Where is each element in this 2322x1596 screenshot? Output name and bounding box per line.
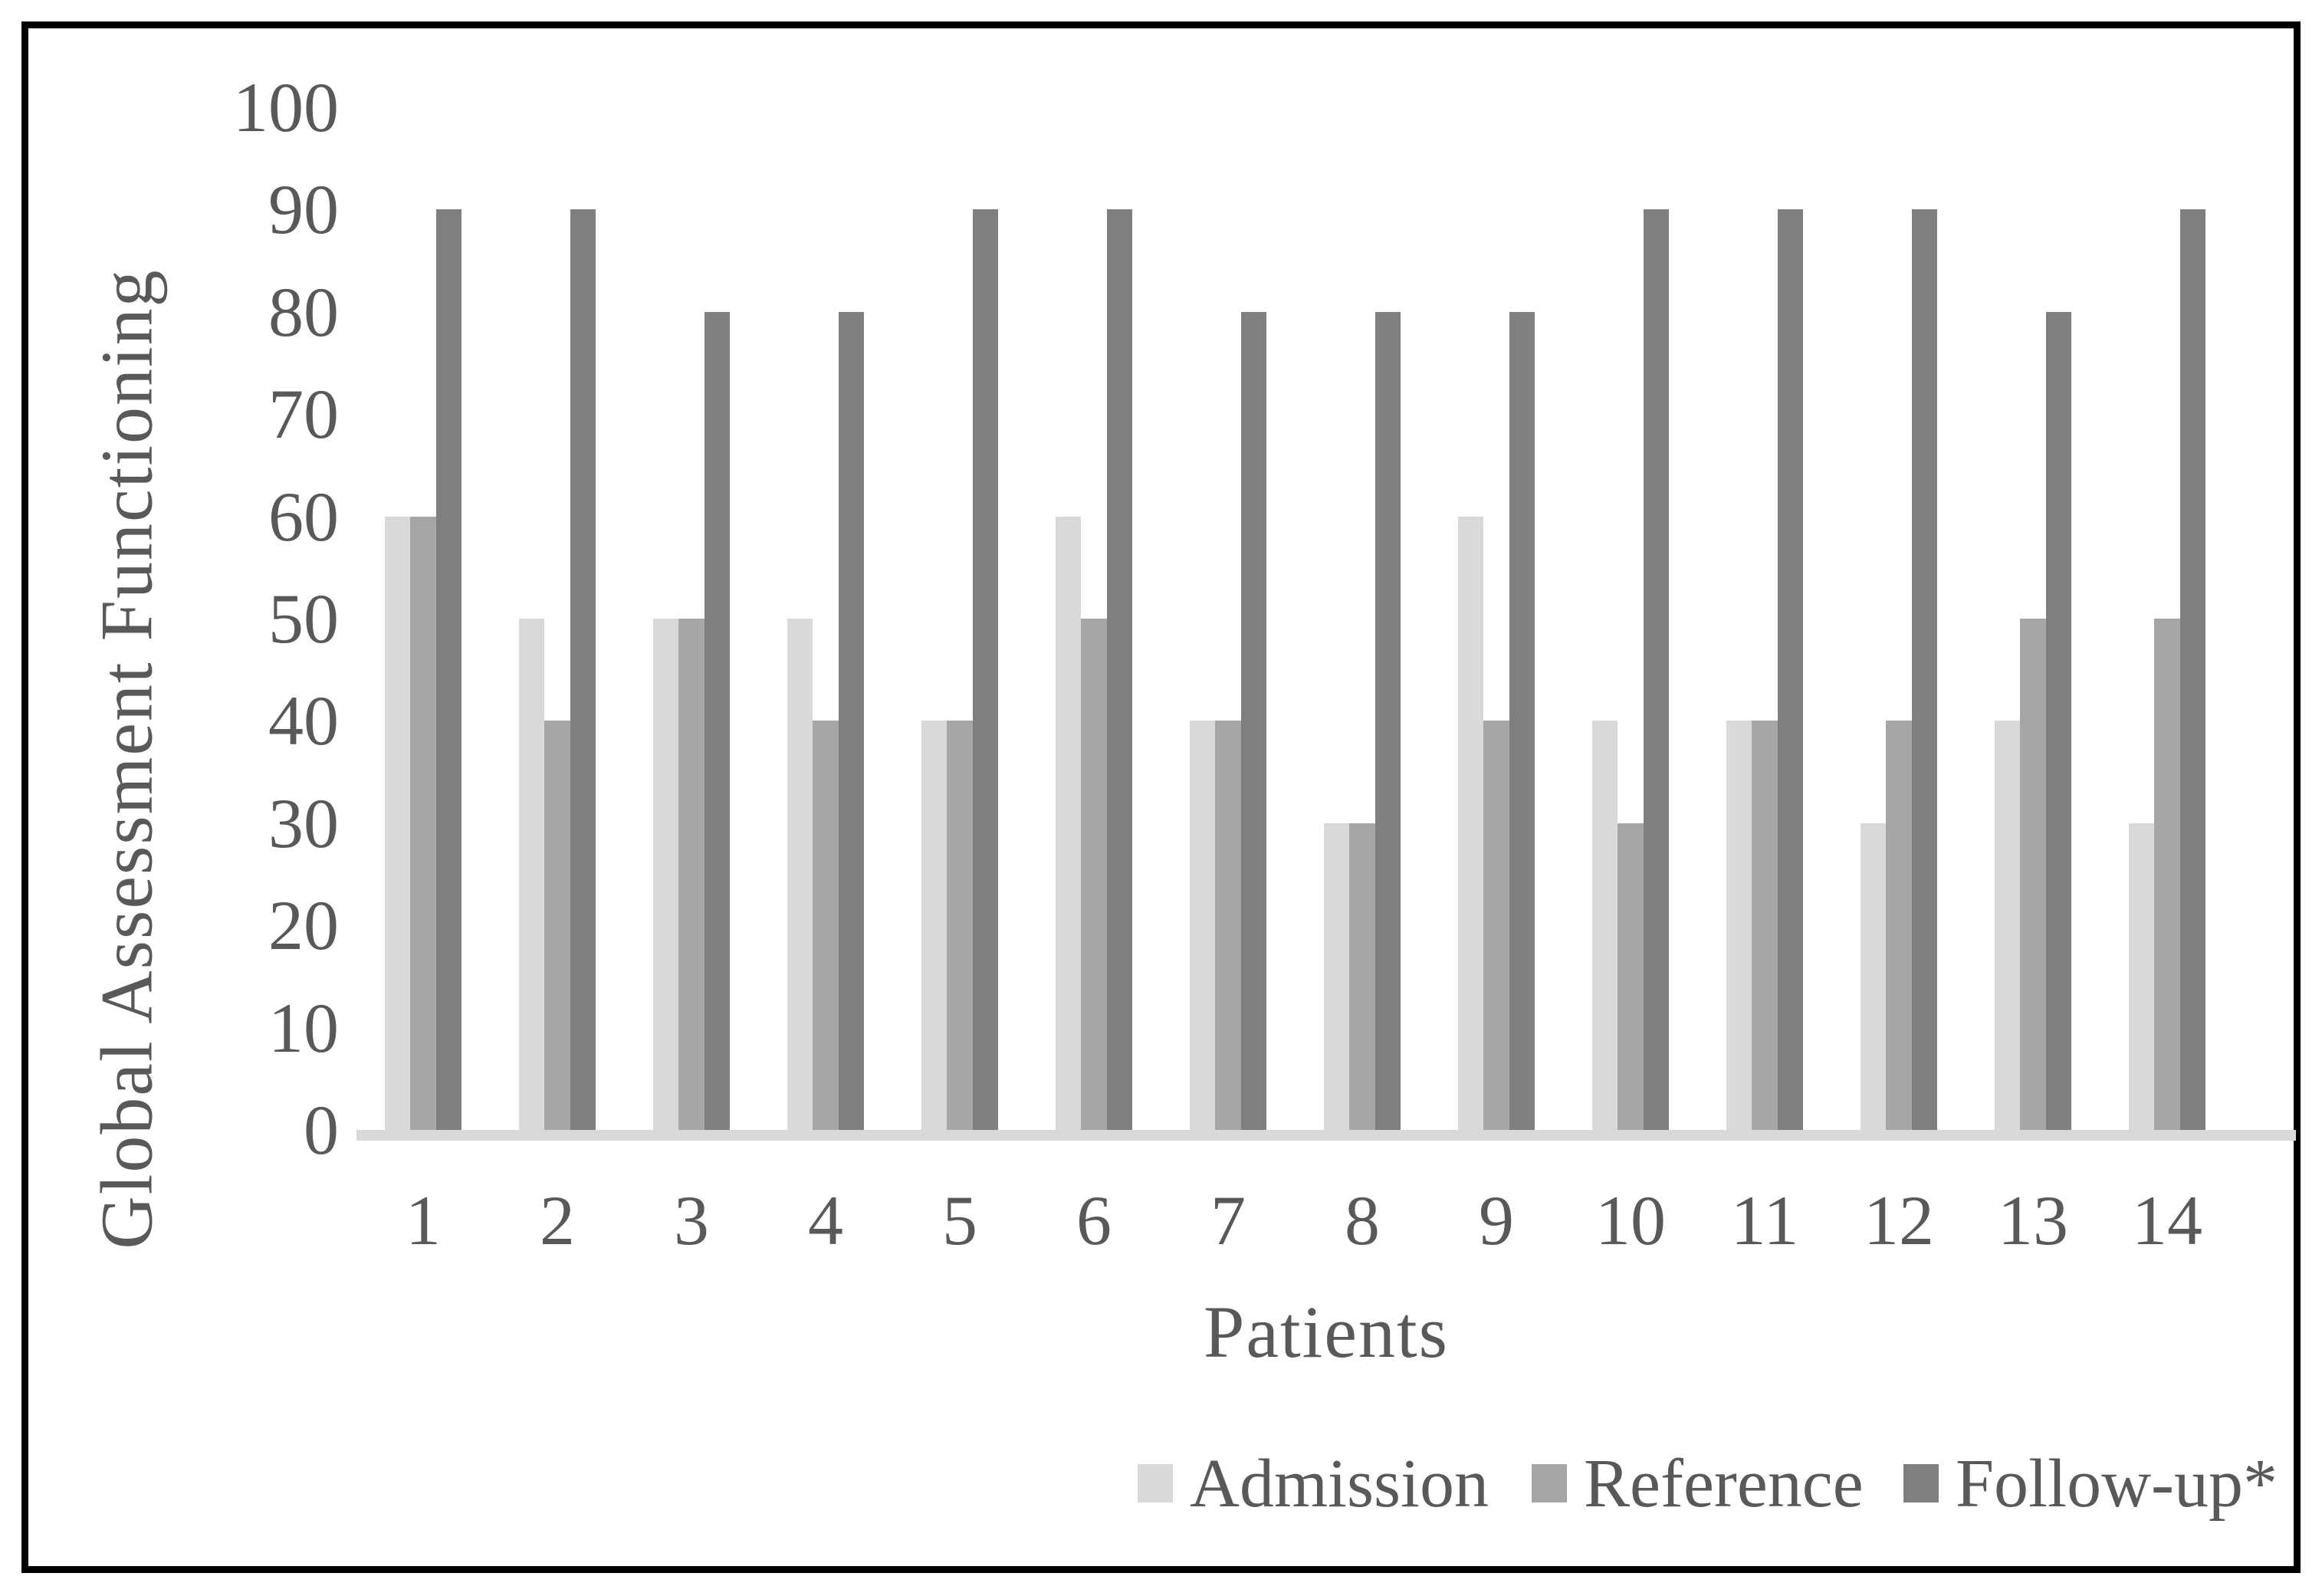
x-tick-label-3: 3	[674, 1181, 709, 1259]
bar-admission-patient-2	[519, 619, 545, 1130]
x-tick-label-12: 12	[1864, 1181, 1934, 1259]
x-tick-label-7: 7	[1210, 1181, 1246, 1259]
bar-reference-patient-2	[544, 721, 570, 1130]
y-tick-label: 40	[268, 681, 339, 760]
bar-group-patient-7	[1190, 107, 1266, 1130]
bar-reference-patient-10	[1618, 823, 1644, 1130]
x-axis-tick-labels: 1 2 3 4 5 6 7 8 9 10 11 12 13 14	[356, 1182, 2296, 1266]
x-tick-label-9: 9	[1479, 1181, 1514, 1259]
y-tick-label: 90	[268, 170, 339, 249]
bar-followup-patient-6	[1106, 209, 1132, 1130]
x-tick-label-2: 2	[540, 1181, 575, 1259]
legend-label: Follow-up*	[1956, 1445, 2278, 1522]
bar-reference-patient-14	[2154, 619, 2180, 1130]
bar-followup-patient-7	[1240, 311, 1266, 1130]
bar-group-patient-9	[1458, 107, 1535, 1130]
bar-reference-patient-7	[1215, 721, 1241, 1130]
bar-admission-patient-6	[1056, 516, 1082, 1130]
bar-group-patient-12	[1861, 107, 1937, 1130]
legend-item-followup: Follow-up*	[1903, 1441, 2278, 1525]
bar-reference-patient-5	[947, 721, 973, 1130]
bar-admission-patient-7	[1190, 721, 1216, 1130]
bar-group-patient-11	[1726, 107, 1803, 1130]
x-tick-label-4: 4	[808, 1181, 843, 1259]
y-tick-label: 70	[268, 375, 339, 454]
bar-followup-patient-12	[1911, 209, 1937, 1130]
legend-swatch-icon	[1903, 1464, 1939, 1502]
bar-group-patient-8	[1324, 107, 1401, 1130]
bar-followup-patient-10	[1643, 209, 1669, 1130]
y-tick-label: 60	[268, 477, 339, 556]
bar-group-patient-5	[921, 107, 998, 1130]
bar-followup-patient-11	[1777, 209, 1803, 1130]
bar-followup-patient-14	[2179, 209, 2205, 1130]
bar-admission-patient-8	[1324, 823, 1350, 1130]
x-tick-label-1: 1	[406, 1181, 441, 1259]
bar-admission-patient-10	[1592, 721, 1618, 1130]
bar-followup-patient-1	[435, 209, 461, 1130]
bar-group-patient-13	[1995, 107, 2071, 1130]
x-tick-label-13: 13	[1998, 1181, 2068, 1259]
bar-admission-patient-4	[787, 619, 813, 1130]
bar-followup-patient-8	[1374, 311, 1401, 1130]
x-axis-title: Patients	[1204, 1291, 1449, 1373]
bar-group-patient-1	[385, 107, 461, 1130]
y-tick-label: 80	[268, 272, 339, 351]
bar-reference-patient-12	[1886, 721, 1912, 1130]
bar-group-patient-14	[2129, 107, 2205, 1130]
legend-swatch-icon	[1138, 1464, 1173, 1502]
bar-followup-patient-5	[972, 209, 998, 1130]
bar-reference-patient-1	[410, 516, 436, 1130]
chart-legend: Admission Reference Follow-up*	[0, 1441, 2322, 1525]
bar-reference-patient-13	[2020, 619, 2046, 1130]
bar-reference-patient-9	[1483, 721, 1509, 1130]
bar-admission-patient-5	[921, 721, 948, 1130]
bar-followup-patient-3	[704, 311, 730, 1130]
x-axis-line	[356, 1130, 2296, 1141]
bar-admission-patient-3	[653, 619, 679, 1130]
x-tick-label-6: 6	[1076, 1181, 1112, 1259]
y-tick-label: 100	[233, 68, 339, 146]
bar-group-patient-10	[1592, 107, 1669, 1130]
bar-admission-patient-9	[1458, 516, 1484, 1130]
plot-area	[356, 107, 2296, 1130]
bar-group-patient-2	[519, 107, 596, 1130]
y-axis-tick-labels: 0 10 20 30 40 50 60 70 80 90 100	[0, 0, 339, 1596]
bar-group-patient-4	[787, 107, 864, 1130]
y-tick-label: 10	[268, 988, 339, 1067]
x-tick-label-8: 8	[1345, 1181, 1380, 1259]
bar-admission-patient-1	[385, 516, 411, 1130]
legend-item-admission: Admission	[1138, 1441, 1489, 1525]
bar-reference-patient-4	[813, 721, 839, 1130]
bar-followup-patient-13	[2045, 311, 2071, 1130]
legend-label: Admission	[1190, 1445, 1489, 1522]
bar-reference-patient-11	[1752, 721, 1778, 1130]
bar-reference-patient-6	[1081, 619, 1107, 1130]
legend-item-reference: Reference	[1532, 1441, 1864, 1525]
y-tick-label: 30	[268, 783, 339, 862]
x-tick-label-11: 11	[1730, 1181, 1799, 1259]
bar-admission-patient-12	[1861, 823, 1887, 1130]
y-tick-label: 20	[268, 886, 339, 965]
bar-group-patient-6	[1056, 107, 1132, 1130]
bar-reference-patient-8	[1349, 823, 1375, 1130]
legend-label: Reference	[1584, 1445, 1864, 1522]
x-tick-label-5: 5	[942, 1181, 977, 1259]
bar-admission-patient-14	[2129, 823, 2155, 1130]
bar-reference-patient-3	[678, 619, 704, 1130]
x-tick-label-10: 10	[1595, 1181, 1666, 1259]
bar-followup-patient-2	[570, 209, 596, 1130]
x-tick-label-14: 14	[2132, 1181, 2202, 1259]
y-tick-label: 0	[304, 1091, 339, 1169]
bar-followup-patient-9	[1509, 311, 1535, 1130]
y-tick-label: 50	[268, 580, 339, 658]
bar-admission-patient-13	[1995, 721, 2021, 1130]
bar-followup-patient-4	[838, 311, 864, 1130]
legend-swatch-icon	[1532, 1464, 1567, 1502]
bar-admission-patient-11	[1726, 721, 1752, 1130]
bar-group-patient-3	[653, 107, 730, 1130]
